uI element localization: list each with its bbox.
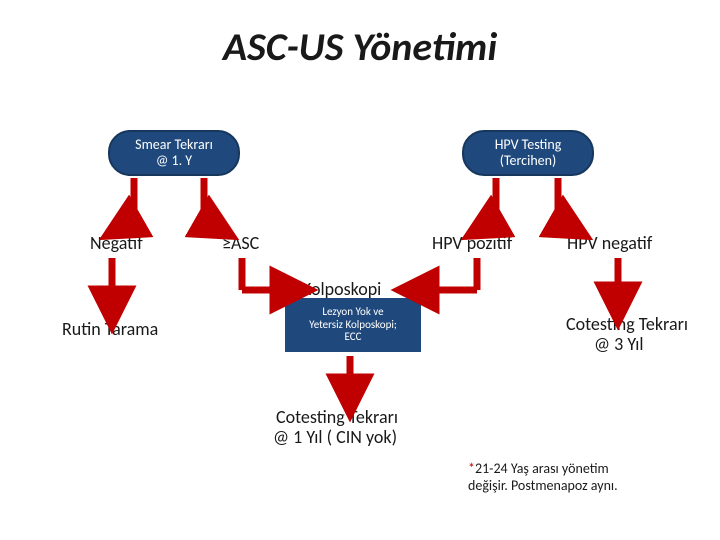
- box-hpv-line1: HPV Testing: [495, 136, 562, 153]
- label-hpv-neg: HPV negatif: [567, 232, 652, 254]
- box-smear-line1: Smear Tekrarı: [135, 136, 213, 153]
- footnote-star: *: [468, 460, 475, 477]
- footnote: *21-24 Yaş arası yönetim değişir. Postme…: [468, 460, 618, 494]
- footnote-line2: değişir. Postmenapoz aynı.: [468, 477, 618, 494]
- box-hpv-line2: (Tercihen): [500, 152, 557, 169]
- arrows-layer: [0, 0, 720, 540]
- page-title: ASC-US Yönetimi: [0, 22, 720, 71]
- box-smear-line2: @ 1. Y: [156, 152, 192, 169]
- label-cotest3-l2: @ 3 Yıl: [594, 333, 644, 355]
- box-smear-repeat: Smear Tekrarı @ 1. Y: [108, 130, 240, 176]
- box-kolp-l2: Yetersiz Kolposkopi;: [309, 318, 397, 331]
- footnote-line1: 21-24 Yaş arası yönetim: [475, 460, 609, 477]
- label-hpv-poz: HPV pozitif: [432, 232, 512, 254]
- box-kolposkopi-detail: Lezyon Yok ve Yetersiz Kolposkopi; ECC: [285, 298, 421, 352]
- label-cotest3-l1: Cotesting Tekrarı: [566, 313, 688, 335]
- label-rutin: Rutin Tarama: [62, 318, 158, 340]
- label-kolposkopi: Kolposkopi: [302, 278, 381, 300]
- label-ge-asc: ≥ASC: [222, 232, 259, 254]
- label-negatif: Negatif: [90, 232, 143, 254]
- label-cotest1-l2: @ 1 Yıl ( CIN yok): [273, 426, 397, 448]
- box-hpv-testing: HPV Testing (Tercihen): [462, 130, 594, 176]
- label-cotest1-l1: Cotesting Tekrarı: [276, 406, 398, 428]
- box-kolp-l1: Lezyon Yok ve: [322, 305, 383, 318]
- box-kolp-l3: ECC: [345, 330, 362, 343]
